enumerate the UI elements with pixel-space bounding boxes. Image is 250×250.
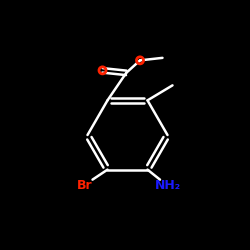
Text: Br: Br xyxy=(77,180,93,192)
Text: NH₂: NH₂ xyxy=(154,180,180,192)
